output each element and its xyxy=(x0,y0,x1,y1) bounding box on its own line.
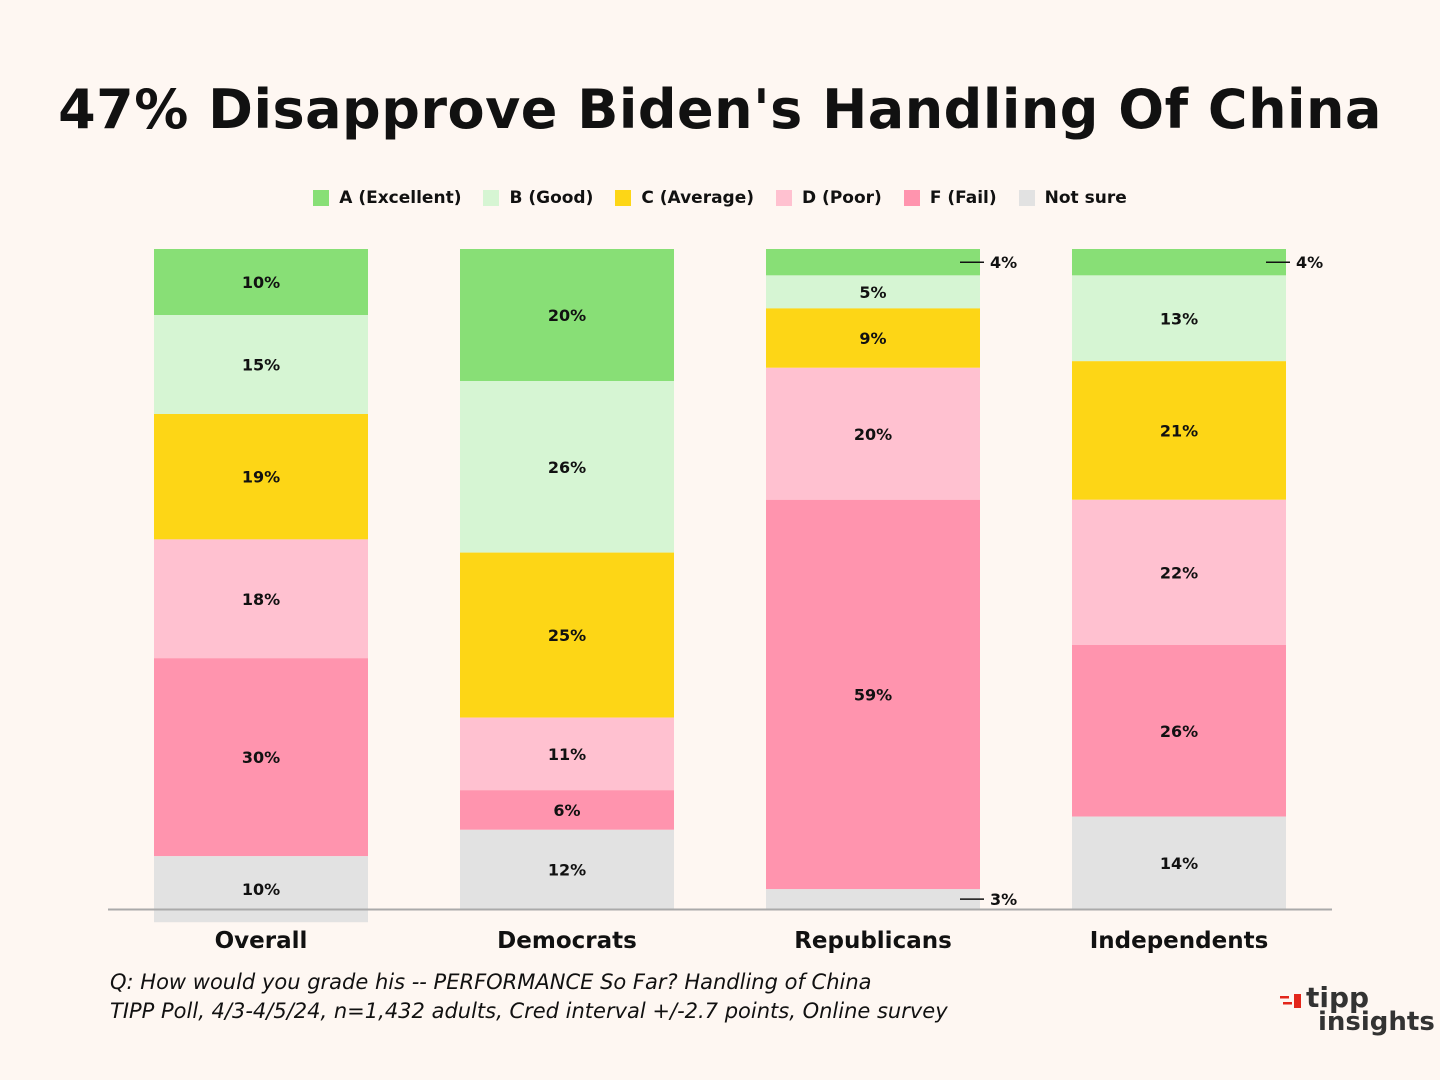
bar-segment xyxy=(154,539,368,659)
legend-item: C (Average) xyxy=(615,188,754,208)
bar-segment xyxy=(766,367,980,500)
data-label: 12% xyxy=(548,860,586,879)
chart-title: 47% Disapprove Biden's Handling Of China xyxy=(58,78,1382,141)
bar-segment xyxy=(1072,249,1286,276)
legend-item: B (Good) xyxy=(483,188,593,208)
data-label: 30% xyxy=(242,748,280,767)
data-label: 4% xyxy=(990,253,1017,272)
data-label: 10% xyxy=(242,273,280,292)
bar-segment xyxy=(1072,816,1286,909)
bar-segment xyxy=(460,552,674,718)
bar-segment xyxy=(766,249,980,276)
data-label: 59% xyxy=(854,686,892,705)
bar-segment xyxy=(766,889,980,909)
legend-label: Not sure xyxy=(1044,188,1127,208)
bar-segment xyxy=(154,414,368,540)
bar-segment xyxy=(1072,275,1286,362)
bar-segment xyxy=(460,829,674,909)
data-label: 26% xyxy=(1160,722,1198,741)
bar-segment xyxy=(154,658,368,857)
data-label: 3% xyxy=(990,890,1017,909)
footnote: Q: How would you grade his -- PERFORMANC… xyxy=(110,968,948,1026)
data-label: 25% xyxy=(548,626,586,645)
category-label: Overall xyxy=(215,928,308,954)
data-label: 21% xyxy=(1160,422,1198,441)
legend-label: B (Good) xyxy=(509,188,594,208)
legend-swatch xyxy=(483,190,500,206)
data-label: 14% xyxy=(1160,854,1198,873)
data-label: 19% xyxy=(242,468,280,487)
category-label: Republicans xyxy=(794,928,952,954)
stacked-bar-chart: 10% 15% 19% 18% 30% 10% Overall 20% 26% 25% 11% 6% 1… xyxy=(108,249,1332,954)
data-label: 22% xyxy=(1160,563,1198,582)
bar-segment xyxy=(460,249,674,381)
legend-item: D (Poor) xyxy=(776,188,882,208)
data-label: 18% xyxy=(242,590,280,609)
data-label: 10% xyxy=(242,880,280,899)
data-label: 9% xyxy=(859,329,886,348)
data-label: 26% xyxy=(548,458,586,477)
logo-text-insights: insights xyxy=(1318,1007,1435,1037)
legend-swatch xyxy=(903,190,920,206)
legend-swatch xyxy=(615,190,632,206)
bar-segment xyxy=(1072,645,1286,817)
legend-label: C (Average) xyxy=(641,188,755,208)
legend-swatch xyxy=(313,190,330,206)
footnote-question: Q: How would you grade his -- PERFORMANC… xyxy=(110,970,872,994)
bar-segment xyxy=(460,381,674,553)
legend-item: A (Excellent) xyxy=(313,188,461,208)
category-label: Independents xyxy=(1090,928,1269,954)
data-label: 6% xyxy=(553,801,580,820)
footnote-source: TIPP Poll, 4/3-4/5/24, n=1,432 adults, C… xyxy=(110,999,948,1023)
bar-segment xyxy=(154,856,368,923)
data-label: 11% xyxy=(548,745,586,764)
logo-mark-icon xyxy=(1280,994,1301,1008)
data-label: 4% xyxy=(1296,253,1323,272)
legend-label: A (Excellent) xyxy=(339,188,462,208)
legend-label: D (Poor) xyxy=(802,188,882,208)
data-label: 13% xyxy=(1160,309,1198,328)
bar-segment xyxy=(460,717,674,791)
bar-segment xyxy=(1072,499,1286,645)
bar-segment xyxy=(154,249,368,315)
bar-segment xyxy=(766,308,980,368)
bar-segment xyxy=(154,315,368,414)
legend-item: F (Fail) xyxy=(903,188,997,208)
data-label: 15% xyxy=(242,356,280,375)
legend-swatch xyxy=(1018,190,1035,206)
bar-segment xyxy=(460,790,674,830)
legend: A (Excellent) B (Good) C (Average) D (Poor)… xyxy=(0,188,1440,208)
logo-text-tipp: tipp xyxy=(1306,981,1370,1014)
data-label: 20% xyxy=(548,306,586,325)
bar-segment xyxy=(766,275,980,309)
bar-segment xyxy=(1072,361,1286,500)
legend-item: Not sure xyxy=(1018,188,1127,208)
tipp-insights-logo: tipp insights xyxy=(1280,981,1435,1040)
legend-label: F (Fail) xyxy=(929,188,997,208)
category-label: Democrats xyxy=(497,928,637,954)
legend-swatch xyxy=(776,190,793,206)
data-label: 20% xyxy=(854,425,892,444)
bar-segment xyxy=(766,499,980,890)
data-label: 5% xyxy=(859,283,886,302)
